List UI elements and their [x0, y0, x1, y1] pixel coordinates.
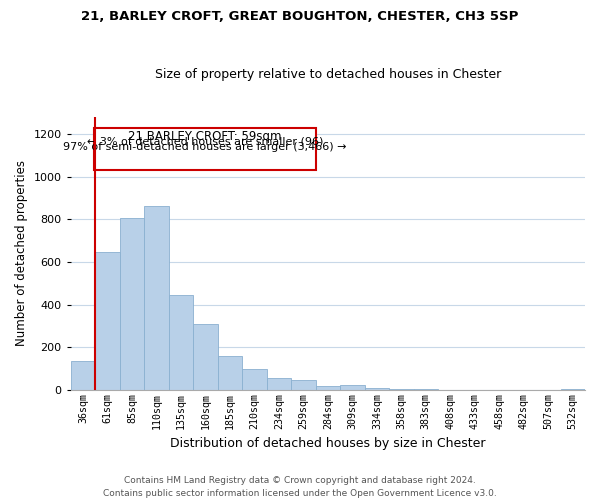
FancyBboxPatch shape	[94, 128, 316, 170]
Bar	[291, 380, 316, 390]
Bar	[365, 388, 389, 390]
Y-axis label: Number of detached properties: Number of detached properties	[15, 160, 28, 346]
Bar	[119, 218, 144, 390]
Bar	[266, 378, 291, 390]
X-axis label: Distribution of detached houses by size in Chester: Distribution of detached houses by size …	[170, 437, 485, 450]
Bar	[95, 252, 119, 390]
Text: 21 BARLEY CROFT: 59sqm: 21 BARLEY CROFT: 59sqm	[128, 130, 281, 143]
Bar	[560, 389, 585, 390]
Text: ← 3% of detached houses are smaller (96): ← 3% of detached houses are smaller (96)	[86, 136, 323, 146]
Bar	[218, 356, 242, 390]
Bar	[193, 324, 218, 390]
Text: Contains HM Land Registry data © Crown copyright and database right 2024.
Contai: Contains HM Land Registry data © Crown c…	[103, 476, 497, 498]
Bar	[340, 385, 365, 390]
Bar	[144, 206, 169, 390]
Bar	[242, 369, 266, 390]
Bar	[169, 295, 193, 390]
Text: 97% of semi-detached houses are larger (3,466) →: 97% of semi-detached houses are larger (…	[63, 142, 347, 152]
Bar	[316, 386, 340, 390]
Title: Size of property relative to detached houses in Chester: Size of property relative to detached ho…	[155, 68, 501, 81]
Bar	[71, 361, 95, 390]
Bar	[389, 389, 413, 390]
Text: 21, BARLEY CROFT, GREAT BOUGHTON, CHESTER, CH3 5SP: 21, BARLEY CROFT, GREAT BOUGHTON, CHESTE…	[82, 10, 518, 23]
